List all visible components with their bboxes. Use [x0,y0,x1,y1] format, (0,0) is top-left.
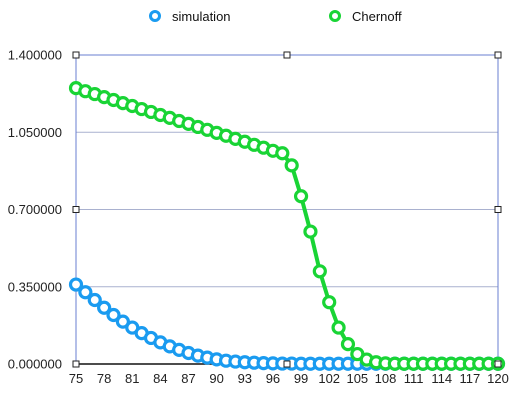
data-point-simulation [115,314,130,329]
x-tick-label: 114 [431,371,452,386]
x-tick-label: 87 [181,371,195,386]
data-point-simulation [106,307,121,323]
x-tick-label: 81 [125,371,139,386]
x-tick-label: 75 [69,371,83,386]
x-tick-label: 120 [487,371,509,386]
legend-marker-chernoff [329,10,341,22]
y-tick-label: 1.050000 [8,125,62,140]
y-tick-label: 0.700000 [8,202,62,217]
legend-label-chernoff: Chernoff [352,9,402,24]
resize-handle[interactable] [72,51,80,59]
data-point-simulation [78,285,93,300]
x-tick-label: 84 [153,371,167,386]
x-tick-label: 99 [294,371,308,386]
x-tick-label: 117 [459,371,480,386]
x-tick-label: 111 [404,371,424,386]
gridlines [76,54,498,288]
series-line-simulation [74,282,498,366]
y-tick-label: 0.350000 [8,279,62,294]
selection-handles[interactable] [72,51,502,368]
x-tick-label: 105 [346,371,368,386]
data-point-simulation [87,292,102,308]
series-simulation [68,277,506,371]
data-point-chernoff [322,295,337,310]
x-tick-label: 108 [375,371,397,386]
x-tick-label: 93 [238,371,252,386]
data-point-simulation [97,300,112,315]
resize-handle[interactable] [72,360,80,368]
data-point-chernoff [331,320,346,335]
resize-handle[interactable] [283,360,291,368]
y-axis-tick-labels: 0.000000 0.350000 0.700000 1.050000 1.400000 [8,48,62,372]
data-point-chernoff [312,264,327,279]
legend-marker-simulation [149,10,161,22]
resize-handle[interactable] [494,206,502,213]
resize-handle[interactable] [283,51,291,59]
resize-handle[interactable] [494,360,502,368]
data-point-chernoff [275,146,290,161]
legend-label-simulation: simulation [172,9,231,24]
data-point-simulation [68,277,84,292]
data-point-chernoff [340,337,356,352]
legend: simulation Chernoff [149,9,402,24]
data-point-chernoff [293,189,309,204]
series-line-chernoff [75,86,498,366]
x-tick-label: 90 [209,371,223,386]
x-tick-label: 102 [318,371,340,386]
y-tick-label: 1.400000 [8,48,62,63]
y-tick-label: 0.000000 [8,357,62,372]
x-tick-label: 78 [97,371,111,386]
resize-handle[interactable] [72,206,80,213]
x-axis-tick-labels: 75 78 81 84 87 90 93 96 99 102 105 108 111 114 117 120 [69,371,509,386]
legend-item-simulation: simulation [149,9,231,24]
legend-item-chernoff: Chernoff [329,9,402,24]
series-layer [68,81,506,371]
data-point-chernoff [303,224,318,239]
data-point-chernoff [284,158,299,173]
x-tick-label: 96 [266,371,280,386]
series-chernoff [68,81,506,371]
resize-handle[interactable] [494,51,502,59]
